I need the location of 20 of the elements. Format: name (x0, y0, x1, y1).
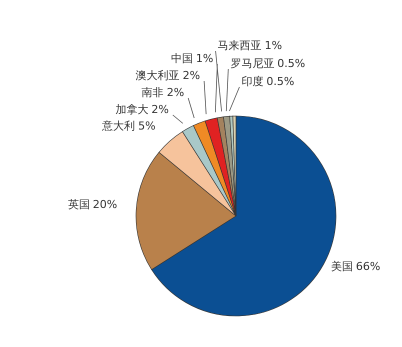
slice-label: 意大利 (101, 118, 136, 132)
slice-label: 罗马尼亚 (230, 56, 274, 70)
slice-label: 南非 (142, 86, 164, 98)
data-label: 2% (182, 68, 200, 82)
data-label: 1% (196, 52, 214, 64)
data-label: 1% (264, 38, 282, 52)
data-label: 0.5% (277, 56, 306, 70)
slice-label: 中国 (170, 52, 193, 64)
data-label: 2% (166, 86, 184, 98)
data-label: 66% (356, 259, 380, 272)
slice-label: 马来西亚 (218, 38, 262, 52)
data-label: 2% (151, 102, 169, 116)
slice-label: 美国 (330, 259, 353, 272)
slice-label: 澳大利亚 (136, 68, 180, 82)
data-label: 5% (138, 118, 156, 132)
slice-label: 英国 (68, 197, 90, 210)
slice-label: 加拿大 (115, 102, 148, 116)
data-label: 0.5% (266, 74, 294, 88)
slice-label: 印度 (241, 74, 264, 88)
data-label: 20% (92, 197, 118, 210)
